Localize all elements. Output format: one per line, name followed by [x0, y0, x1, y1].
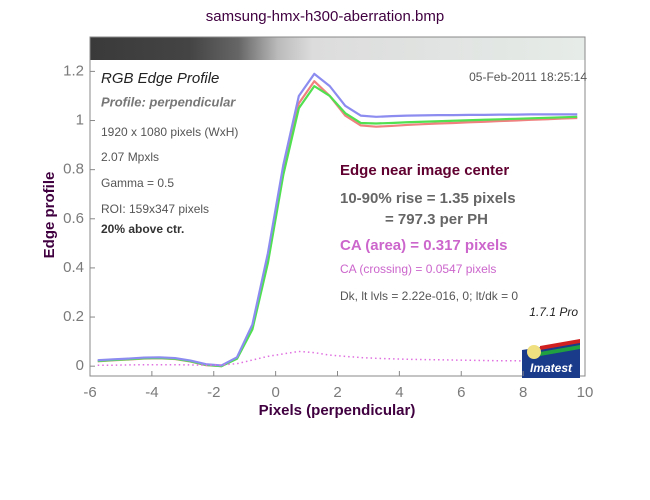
- annotation: Edge near image center: [340, 162, 509, 179]
- y-tick-label: 0.6: [63, 210, 84, 227]
- y-tick-label: 0.2: [63, 308, 84, 325]
- series-line: [97, 350, 578, 366]
- annotation: CA (area) = 0.317 pixels: [340, 237, 507, 254]
- annotation: 10-90% rise = 1.35 pixels: [340, 190, 516, 207]
- x-tick-label: 8: [519, 384, 527, 401]
- x-axis-label: Pixels (perpendicular): [259, 402, 416, 419]
- y-axis-label: Edge profile: [41, 172, 58, 259]
- chart-title: samsung-hmx-h300-aberration.bmp: [206, 8, 444, 25]
- y-tick-label: 1.2: [63, 62, 84, 79]
- series-line: [97, 72, 578, 367]
- y-tick-label: 0.8: [63, 161, 84, 178]
- y-tick-label: 0.4: [63, 259, 84, 276]
- logo-text: Imatest: [530, 361, 573, 375]
- x-tick-label: -4: [145, 384, 158, 401]
- x-tick-label: 4: [395, 384, 403, 401]
- y-tick-label: 1: [76, 111, 84, 128]
- x-tick-label: 2: [333, 384, 341, 401]
- annotation: Profile: perpendicular: [101, 94, 236, 109]
- imatest-logo: Imatest: [522, 336, 580, 378]
- x-tick-label: -6: [83, 384, 96, 401]
- annotation: 1920 x 1080 pixels (WxH): [101, 125, 238, 139]
- x-tick-label: -2: [207, 384, 220, 401]
- plot: [97, 72, 578, 368]
- y-tick-label: 0: [76, 357, 84, 374]
- annotation: 2.07 Mpxls: [101, 150, 159, 164]
- annotation: CA (crossing) = 0.0547 pixels: [340, 262, 496, 276]
- annotation: Dk, lt lvls = 2.22e-016, 0; lt/dk = 0: [340, 289, 518, 303]
- annotation: Gamma = 0.5: [101, 176, 174, 190]
- timestamp: 05-Feb-2011 18:25:14: [469, 70, 587, 84]
- x-tick-label: 0: [271, 384, 279, 401]
- annotation: RGB Edge Profile: [101, 70, 219, 87]
- annotation: = 797.3 per PH: [385, 211, 488, 228]
- version: 1.7.1 Pro: [529, 305, 578, 319]
- x-tick-label: 10: [577, 384, 594, 401]
- annotation: ROI: 159x347 pixels: [101, 202, 209, 216]
- image-strip: [90, 37, 585, 60]
- x-tick-label: 6: [457, 384, 465, 401]
- annotation: 20% above ctr.: [101, 222, 184, 236]
